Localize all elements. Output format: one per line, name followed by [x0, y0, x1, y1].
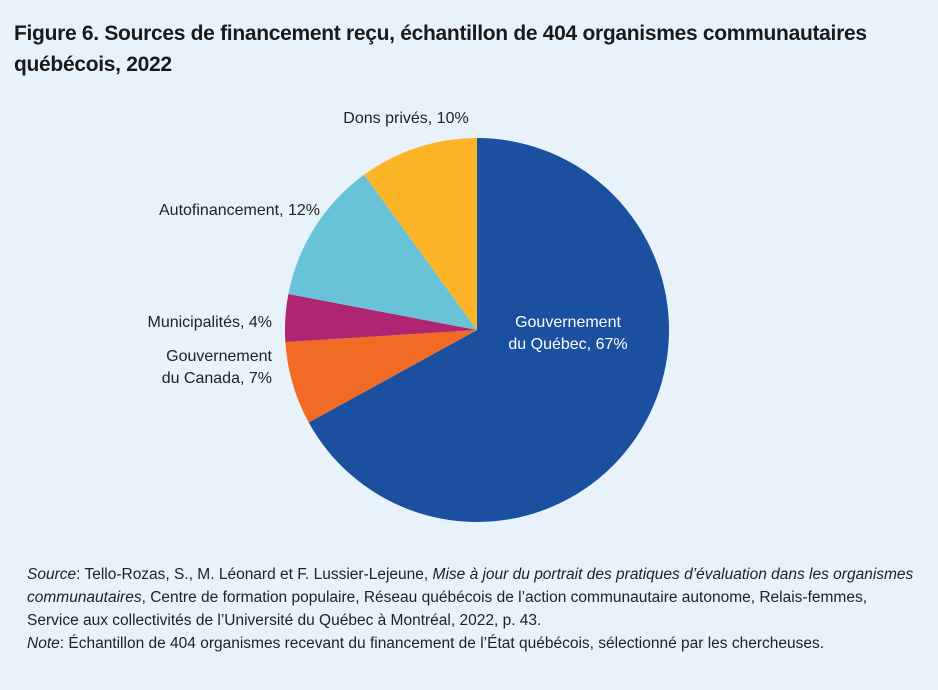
pie-slice-dons-priv-s	[364, 138, 477, 330]
source-text-2: , Centre de formation populaire, Réseau …	[27, 589, 868, 629]
sample-note: Note: Échantillon de 404 organismes rece…	[27, 632, 922, 655]
slice-label-gouvernement-du-qu-bec: Gouvernement du Québec, 67%	[508, 314, 627, 353]
pie-chart: Gouvernement du Québec, 67% Gouvernement du…	[148, 110, 669, 523]
chart-title: Figure 6. Sources de financement reçu, é…	[14, 18, 914, 80]
pie-slice-autofinancement	[288, 174, 477, 330]
chart-title-line-1: Figure 6. Sources de financement reçu, é…	[14, 22, 867, 45]
source-note: Source: Tello-Rozas, S., M. Léonard et F…	[27, 563, 922, 632]
slice-label-autofinancement: Autofinancement, 12%	[159, 202, 320, 219]
source-text-1: : Tello-Rozas, S., M. Léonard et F. Luss…	[76, 566, 433, 583]
note-label: Note	[27, 635, 60, 652]
note-text: : Échantillon de 404 organismes recevant…	[59, 635, 825, 652]
source-publication-title: Mise à jour du portrait des pratiques d’…	[27, 566, 914, 606]
chart-footer: Source: Tello-Rozas, S., M. Léonard et F…	[27, 563, 922, 655]
chart-title-line-2: québécois, 2022	[14, 53, 172, 76]
pie-slice-gouvernement-du-canada	[285, 330, 477, 423]
pie-slice-municipalit-s	[285, 294, 477, 343]
pie-slice-gouvernement-du-qu-bec	[308, 138, 669, 523]
slice-label-municipalit-s: Municipalités, 4%	[148, 314, 273, 331]
slice-label-gouvernement-du-canada: Gouvernement du Canada, 7%	[162, 348, 273, 387]
source-label: Source	[27, 566, 77, 583]
slice-label-dons-priv-s: Dons privés, 10%	[343, 110, 468, 127]
